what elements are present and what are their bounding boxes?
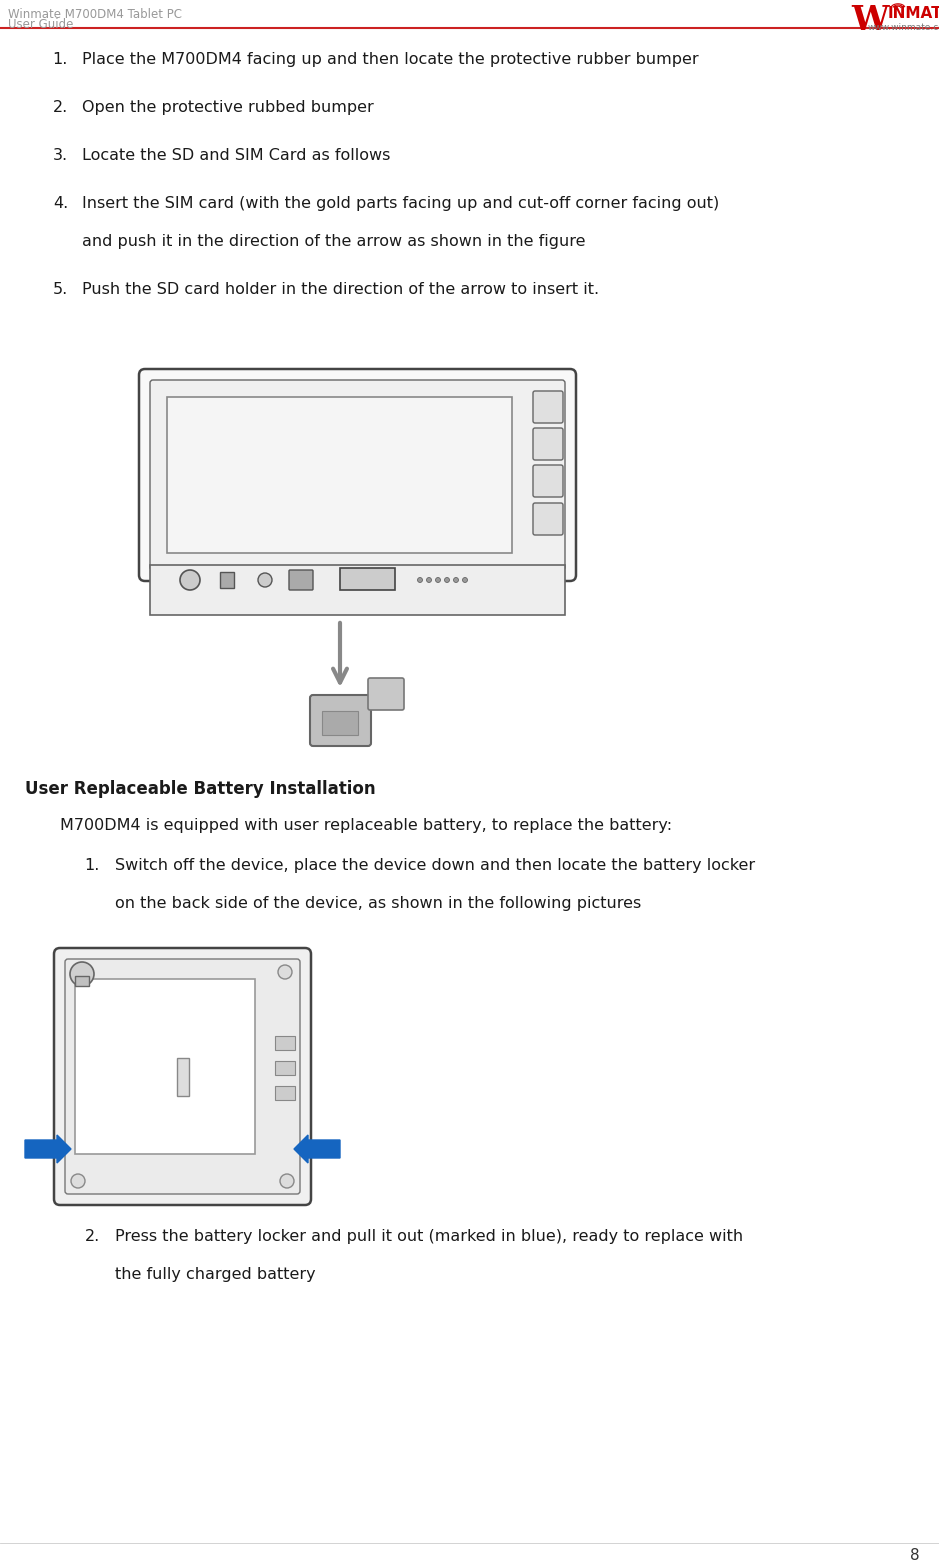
FancyBboxPatch shape (150, 380, 565, 570)
Circle shape (278, 964, 292, 978)
Text: on the back side of the device, as shown in the following pictures: on the back side of the device, as shown… (115, 896, 641, 911)
Circle shape (258, 574, 272, 588)
FancyBboxPatch shape (533, 391, 563, 424)
Text: W: W (852, 5, 888, 38)
Text: Insert the SIM card (with the gold parts facing up and cut-off corner facing out: Insert the SIM card (with the gold parts… (82, 195, 719, 211)
FancyArrow shape (294, 1135, 340, 1163)
FancyBboxPatch shape (54, 949, 311, 1205)
Bar (322, 711, 358, 735)
Circle shape (71, 1174, 85, 1188)
Text: 2.: 2. (85, 1229, 100, 1244)
Circle shape (180, 570, 200, 589)
FancyBboxPatch shape (533, 466, 563, 497)
Text: INMATE: INMATE (888, 6, 939, 20)
Circle shape (463, 577, 468, 583)
Circle shape (444, 577, 450, 583)
Text: 5.: 5. (53, 281, 68, 297)
Text: Place the M700DM4 facing up and then locate the protective rubber bumper: Place the M700DM4 facing up and then loc… (82, 52, 699, 67)
Text: User Replaceable Battery Installation: User Replaceable Battery Installation (25, 780, 376, 799)
Text: Winmate M700DM4 Tablet PC: Winmate M700DM4 Tablet PC (8, 8, 182, 20)
FancyArrow shape (25, 1135, 71, 1163)
Bar (275, 1036, 295, 1050)
Circle shape (70, 961, 94, 986)
FancyBboxPatch shape (533, 503, 563, 535)
Bar (340, 567, 395, 589)
Bar (167, 397, 512, 553)
Bar (177, 1058, 189, 1096)
Bar (275, 1061, 295, 1075)
FancyBboxPatch shape (310, 696, 371, 746)
Text: Switch off the device, place the device down and then locate the battery locker: Switch off the device, place the device … (115, 858, 755, 874)
Text: Push the SD card holder in the direction of the arrow to insert it.: Push the SD card holder in the direction… (82, 281, 599, 297)
Circle shape (418, 577, 423, 583)
Text: Locate the SD and SIM Card as follows: Locate the SD and SIM Card as follows (82, 148, 391, 163)
Bar (220, 572, 234, 588)
Text: Press the battery locker and pull it out (marked in blue), ready to replace with: Press the battery locker and pull it out… (115, 1229, 743, 1244)
FancyBboxPatch shape (533, 428, 563, 460)
Circle shape (426, 577, 432, 583)
Text: and push it in the direction of the arrow as shown in the figure: and push it in the direction of the arro… (82, 234, 586, 249)
Text: User Guide: User Guide (8, 19, 73, 31)
Text: 2.: 2. (53, 100, 68, 116)
Circle shape (280, 1174, 294, 1188)
Circle shape (454, 577, 458, 583)
Text: www.winmate.com.tw: www.winmate.com.tw (868, 23, 939, 31)
FancyBboxPatch shape (368, 678, 404, 710)
Bar (275, 1086, 295, 1100)
Text: the fully charged battery: the fully charged battery (115, 1268, 316, 1282)
Text: Open the protective rubbed bumper: Open the protective rubbed bumper (82, 100, 374, 116)
Bar (75, 978, 255, 1153)
Text: M700DM4 is equipped with user replaceable battery, to replace the battery:: M700DM4 is equipped with user replaceabl… (60, 817, 672, 833)
Bar (75, 975, 89, 986)
Circle shape (436, 577, 440, 583)
Text: 1.: 1. (85, 858, 100, 874)
Text: SD: SD (378, 696, 393, 706)
Text: 4.: 4. (53, 195, 68, 211)
Bar (150, 564, 565, 614)
Text: 1.: 1. (53, 52, 68, 67)
Text: 3.: 3. (53, 148, 68, 163)
FancyBboxPatch shape (139, 369, 576, 581)
Text: 8: 8 (911, 1547, 920, 1563)
FancyBboxPatch shape (289, 570, 313, 589)
FancyBboxPatch shape (65, 960, 300, 1194)
Text: SIM: SIM (329, 710, 351, 721)
